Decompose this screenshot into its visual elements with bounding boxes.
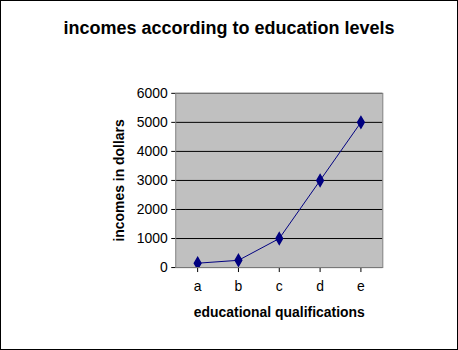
html-text:incomes according to education: incomes according to education levels bbox=[63, 18, 395, 38]
svg-text:b: b bbox=[235, 278, 243, 294]
svg-text:4000: 4000 bbox=[137, 143, 168, 159]
svg-text:d: d bbox=[316, 278, 324, 294]
svg-text:a: a bbox=[194, 278, 202, 294]
svg-text:5000: 5000 bbox=[137, 114, 168, 130]
svg-text:1000: 1000 bbox=[137, 230, 168, 246]
svg-text:3000: 3000 bbox=[137, 172, 168, 188]
svg-text:incomes in dollars: incomes in dollars bbox=[111, 119, 127, 241]
svg-text:0: 0 bbox=[160, 259, 168, 275]
svg-text:c: c bbox=[276, 278, 283, 294]
svg-text:e: e bbox=[357, 278, 365, 294]
svg-text:2000: 2000 bbox=[137, 201, 168, 217]
svg-text:6000: 6000 bbox=[137, 85, 168, 101]
svg-text:educational qualifications: educational qualifications bbox=[194, 304, 365, 320]
